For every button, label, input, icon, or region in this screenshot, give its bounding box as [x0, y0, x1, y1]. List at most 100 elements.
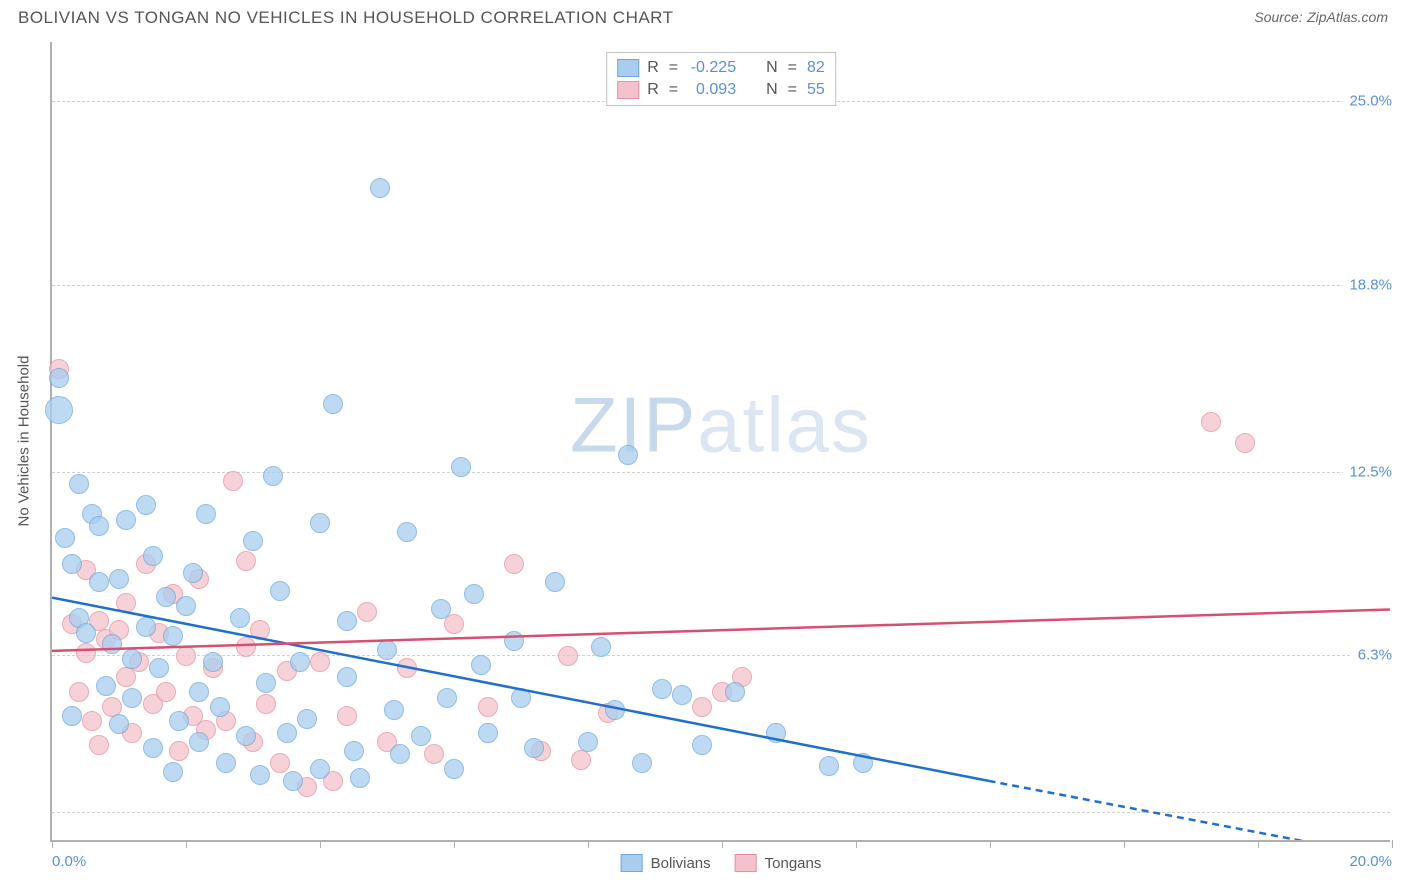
x-tick-label: 20.0%	[1349, 853, 1392, 870]
chart-area: No Vehicles in Household ZIPatlas 6.3%12…	[50, 42, 1390, 842]
scatter-point-bolivians	[431, 599, 451, 619]
source-label: Source:	[1254, 9, 1302, 25]
x-tick	[52, 840, 53, 848]
scatter-point-bolivians	[156, 587, 176, 607]
stats-legend-box: R=-0.225N=82R=0.093N=55	[606, 52, 836, 106]
equals-sign: =	[669, 59, 678, 77]
scatter-point-bolivians	[122, 649, 142, 669]
scatter-point-bolivians	[143, 546, 163, 566]
y-tick-label: 6.3%	[1352, 647, 1392, 664]
scatter-point-bolivians	[692, 735, 712, 755]
scatter-point-tongans	[337, 706, 357, 726]
legend-swatch	[735, 854, 757, 872]
scatter-point-bolivians	[69, 474, 89, 494]
scatter-point-bolivians	[277, 723, 297, 743]
scatter-point-bolivians	[169, 711, 189, 731]
x-tick	[320, 840, 321, 848]
scatter-point-bolivians	[652, 679, 672, 699]
scatter-point-bolivians	[62, 554, 82, 574]
scatter-point-bolivians	[437, 688, 457, 708]
gridline	[52, 812, 1390, 813]
scatter-point-bolivians	[632, 753, 652, 773]
gridline	[52, 655, 1390, 656]
scatter-point-tongans	[1201, 412, 1221, 432]
y-tick-label: 12.5%	[1343, 463, 1392, 480]
scatter-point-bolivians	[136, 617, 156, 637]
scatter-point-tongans	[397, 658, 417, 678]
scatter-point-bolivians	[344, 741, 364, 761]
scatter-point-bolivians	[116, 510, 136, 530]
scatter-point-tongans	[478, 697, 498, 717]
n-label: N	[766, 81, 778, 99]
scatter-point-bolivians	[216, 753, 236, 773]
scatter-point-bolivians	[236, 726, 256, 746]
r-value: -0.225	[688, 59, 736, 77]
x-tick	[454, 840, 455, 848]
gridline	[52, 472, 1390, 473]
n-value: 82	[807, 59, 825, 77]
y-tick-label: 18.8%	[1343, 276, 1392, 293]
equals-sign: =	[669, 81, 678, 99]
x-tick-label: 0.0%	[52, 853, 86, 870]
scatter-point-tongans	[558, 646, 578, 666]
scatter-point-bolivians	[243, 531, 263, 551]
scatter-point-tongans	[357, 602, 377, 622]
scatter-point-bolivians	[230, 608, 250, 628]
equals-sign: =	[788, 81, 797, 99]
scatter-point-tongans	[571, 750, 591, 770]
scatter-point-bolivians	[310, 759, 330, 779]
scatter-point-bolivians	[189, 732, 209, 752]
scatter-point-bolivians	[183, 563, 203, 583]
scatter-point-bolivians	[397, 522, 417, 542]
scatter-point-bolivians	[444, 759, 464, 779]
legend-item: Bolivians	[621, 854, 711, 872]
x-tick	[722, 840, 723, 848]
scatter-point-bolivians	[819, 756, 839, 776]
scatter-point-bolivians	[163, 626, 183, 646]
scatter-point-bolivians	[96, 676, 116, 696]
scatter-point-tongans	[256, 694, 276, 714]
scatter-point-bolivians	[196, 504, 216, 524]
scatter-point-bolivians	[672, 685, 692, 705]
scatter-point-bolivians	[524, 738, 544, 758]
scatter-point-bolivians	[163, 762, 183, 782]
x-tick	[1392, 840, 1393, 848]
scatter-point-tongans	[692, 697, 712, 717]
x-tick	[1258, 840, 1259, 848]
plot-area: 6.3%12.5%18.8%25.0%0.0%20.0%	[52, 42, 1390, 840]
scatter-point-bolivians	[618, 445, 638, 465]
scatter-point-bolivians	[853, 753, 873, 773]
scatter-point-bolivians	[370, 178, 390, 198]
n-value: 55	[807, 81, 825, 99]
scatter-point-tongans	[169, 741, 189, 761]
legend-item: Tongans	[735, 854, 822, 872]
source-value: ZipAtlas.com	[1307, 9, 1388, 25]
scatter-point-bolivians	[310, 513, 330, 533]
scatter-point-tongans	[1235, 433, 1255, 453]
scatter-point-tongans	[76, 643, 96, 663]
legend-swatch	[617, 59, 639, 77]
scatter-point-bolivians	[591, 637, 611, 657]
scatter-point-bolivians	[203, 652, 223, 672]
r-label: R	[647, 59, 659, 77]
legend-swatch	[621, 854, 643, 872]
scatter-point-bolivians	[89, 572, 109, 592]
scatter-point-bolivians	[725, 682, 745, 702]
scatter-point-tongans	[116, 593, 136, 613]
scatter-point-tongans	[310, 652, 330, 672]
scatter-point-bolivians	[504, 631, 524, 651]
scatter-point-bolivians	[76, 623, 96, 643]
gridline	[52, 285, 1390, 286]
scatter-point-bolivians	[471, 655, 491, 675]
scatter-point-bolivians	[545, 572, 565, 592]
scatter-point-tongans	[444, 614, 464, 634]
n-label: N	[766, 59, 778, 77]
scatter-point-bolivians	[605, 700, 625, 720]
x-tick	[1124, 840, 1125, 848]
scatter-point-bolivians	[411, 726, 431, 746]
scatter-point-bolivians	[109, 714, 129, 734]
scatter-point-bolivians	[390, 744, 410, 764]
scatter-point-bolivians	[89, 516, 109, 536]
scatter-point-bolivians	[350, 768, 370, 788]
scatter-point-bolivians	[210, 697, 230, 717]
